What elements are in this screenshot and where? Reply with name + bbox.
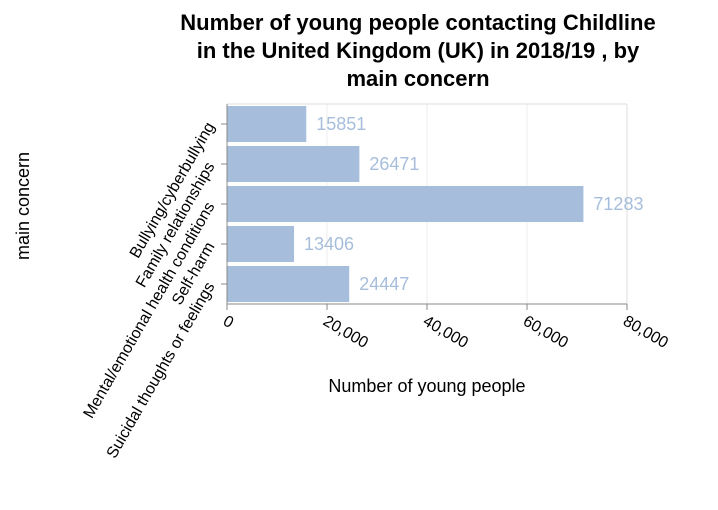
bar	[227, 106, 307, 142]
chart-title-line-2: in the United Kingdom (UK) in 2018/19 , …	[197, 38, 640, 63]
bar-value-label: 71283	[593, 194, 643, 214]
grid	[226, 103, 628, 304]
bars	[227, 106, 584, 302]
x-tick-label: 20,000	[320, 313, 371, 352]
x-axis-ticks: 0 20,000 40,000 60,000 80,000	[220, 304, 671, 352]
bar	[227, 186, 584, 222]
bar	[227, 226, 295, 262]
bar	[227, 146, 360, 182]
x-axis-title: Number of young people	[328, 376, 525, 396]
bar-value-label: 15851	[316, 114, 366, 134]
x-tick-label: 40,000	[420, 313, 471, 352]
chart-title-line-1: Number of young people contacting Childl…	[180, 10, 655, 35]
x-tick-label: 80,000	[620, 313, 671, 352]
x-tick-label: 60,000	[520, 313, 571, 352]
bar-value-label: 13406	[304, 234, 354, 254]
x-tick-label: 0	[220, 313, 236, 332]
y-axis-title: main concern	[13, 152, 33, 260]
chart-title-line-3: main concern	[346, 66, 489, 91]
bar	[227, 266, 350, 302]
bar-value-label: 26471	[369, 154, 419, 174]
chart-title: Number of young people contacting Childl…	[180, 10, 655, 91]
bar-value-label: 24447	[359, 274, 409, 294]
